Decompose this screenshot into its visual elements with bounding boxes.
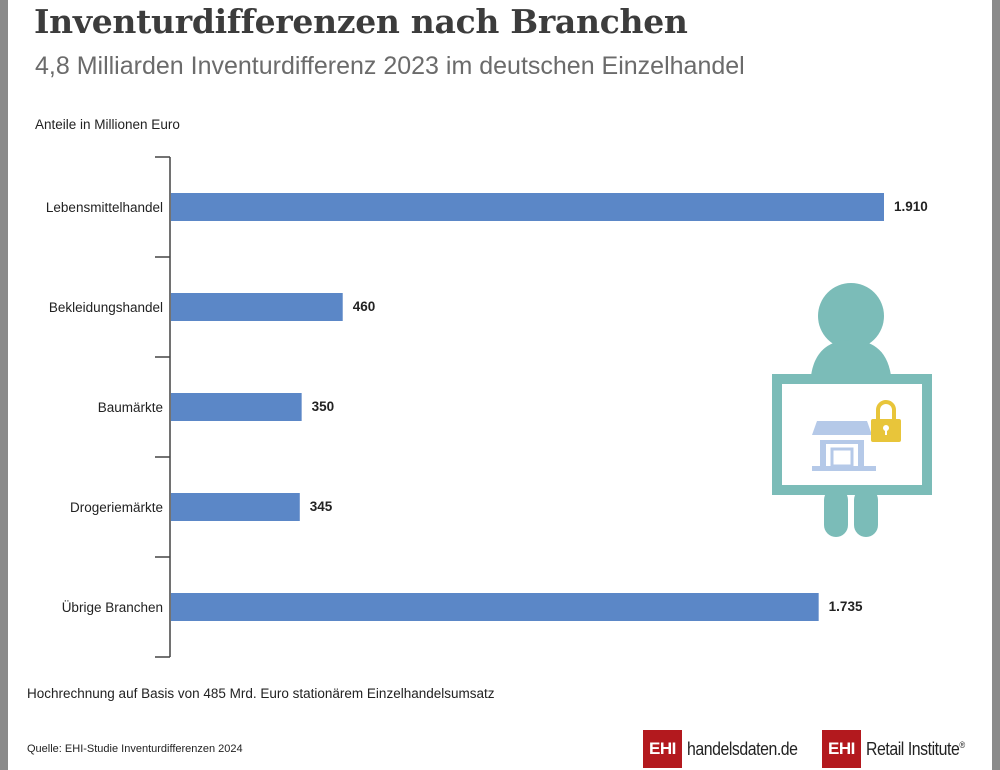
page-subtitle: 4,8 Milliarden Inventurdifferenz 2023 im… (35, 52, 745, 80)
value-label: 1.910 (894, 199, 928, 214)
bar (171, 193, 884, 221)
footnote: Hochrechnung auf Basis von 485 Mrd. Euro… (27, 686, 495, 701)
logo-box-ehi-2: EHI (822, 730, 861, 768)
unit-label: Anteile in Millionen Euro (35, 117, 180, 132)
value-label: 345 (310, 499, 333, 514)
source-text: Quelle: EHI-Studie Inventurdifferenzen 2… (27, 743, 243, 755)
shop-icon (812, 421, 876, 471)
value-label: 1.735 (829, 599, 863, 614)
category-label: Lebensmittelhandel (46, 200, 163, 215)
chart-bars: Lebensmittelhandel 1.910 Bekleidungshandel… (46, 193, 928, 621)
category-label: Übrige Branchen (62, 600, 163, 615)
person-leg-right (854, 488, 878, 537)
chart-axis (155, 156, 171, 658)
logo-text-retail: Retail Institute (865, 738, 960, 759)
bar (171, 293, 343, 321)
bar (171, 393, 302, 421)
category-label: Bekleidungshandel (49, 300, 163, 315)
logo-text-handelsdaten: handelsdaten.de (686, 738, 798, 759)
logo-text-retail-wrap: Retail Institute® (866, 739, 965, 760)
value-label: 350 (312, 399, 335, 414)
page-title: Inventurdifferenzen nach Branchen (34, 2, 688, 41)
category-label: Baumärkte (98, 400, 163, 415)
category-label: Drogeriemärkte (70, 500, 163, 515)
bar (171, 593, 819, 621)
handelsdaten-logo: EHI handelsdaten.de (643, 730, 812, 768)
value-label: 460 (353, 299, 376, 314)
ehi-retail-logo: EHI Retail Institute® (822, 730, 978, 768)
lock-icon (871, 400, 901, 442)
logo-box-ehi: EHI (643, 730, 682, 768)
person-holding-shop-sign-icon (772, 283, 932, 537)
registered-mark: ® (959, 739, 965, 750)
bar (171, 493, 300, 521)
person-head (818, 283, 884, 349)
person-leg-left (824, 488, 848, 537)
person-body (811, 340, 891, 376)
